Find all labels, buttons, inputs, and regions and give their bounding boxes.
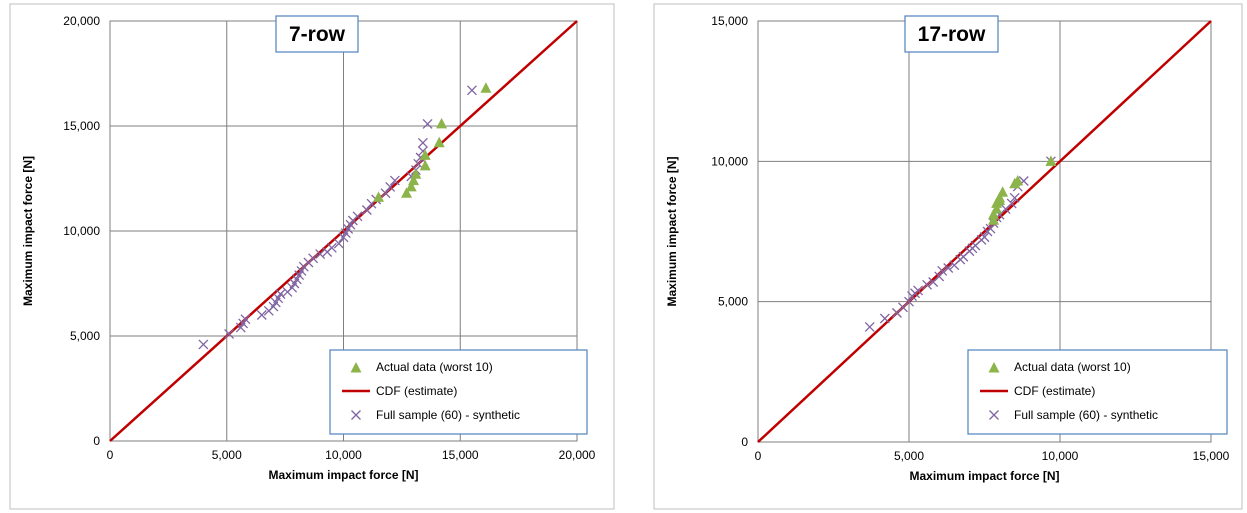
chart1-x-tick-label: 0 <box>107 448 114 462</box>
chart1-synthetic-point <box>256 310 267 320</box>
chart1-legend-label: CDF (estimate) <box>376 384 457 398</box>
chart1-x-axis-title: Maximum impact force [N] <box>268 468 418 482</box>
chart2-y-axis-title: Maximum impact force [N] <box>665 156 679 306</box>
chart-7-row: 0 5,000 10,000 15,000 20,000 0 5,000 10,000 15,0… <box>9 3 615 510</box>
chart1-legend-label: Full sample (60) - synthetic <box>376 408 520 422</box>
chart2-synthetic-point <box>1006 198 1017 209</box>
chart2-legend-x-icon <box>989 410 999 420</box>
chart2-y-tick-label: 15,000 <box>711 14 748 28</box>
chart1-synthetic-point <box>389 175 400 186</box>
chart2-synthetic-point <box>943 263 954 273</box>
chart1-synthetic-point <box>413 158 424 169</box>
chart1-synthetic-point <box>198 339 209 350</box>
chart1-synthetic-point <box>224 328 235 339</box>
chart1-x-tick-label: 15,000 <box>442 448 479 462</box>
chart2-synthetic-point <box>864 321 875 332</box>
chart1-y-tick-label: 15,000 <box>63 119 100 133</box>
chart1-actual-point <box>405 180 417 192</box>
chart2-synthetic-point <box>1009 192 1020 203</box>
chart2-synthetic-point <box>985 223 996 234</box>
chart2-synthetic-point <box>979 232 990 243</box>
chart2-synthetic-point <box>922 279 933 290</box>
chart2-synthetic-point <box>937 265 948 276</box>
chart1-actual-point <box>373 191 385 202</box>
chart1-y-tick-label: 10,000 <box>63 224 100 238</box>
chart2-synthetic-point <box>879 313 890 324</box>
chart1-synthetic-point <box>275 289 286 299</box>
chart1-actual-point <box>436 117 448 129</box>
chart2-legend-label: Actual data (worst 10) <box>1014 360 1131 374</box>
chart1-y-tick-label: 0 <box>93 434 100 448</box>
chart2-cdf-line <box>757 20 1212 443</box>
chart1-synthetic-point <box>315 249 326 260</box>
chart2-actual-point <box>997 186 1009 197</box>
chart1-title: 7-row <box>289 23 346 46</box>
chart1-synthetic-point <box>466 85 477 96</box>
chart2-actual-point <box>1045 155 1057 166</box>
chart1-title-box <box>275 15 359 53</box>
chart2-x-axis-title: Maximum impact force [N] <box>909 469 1059 483</box>
chart1-actual-point <box>419 149 431 160</box>
chart1-x-tick-label: 5,000 <box>212 448 242 462</box>
chart2-x-tick-label: 0 <box>755 449 762 463</box>
chart2-synthetic-point <box>934 271 945 282</box>
chart1-y-tick-label: 5,000 <box>70 329 100 343</box>
chart1-synthetic-point <box>422 118 433 129</box>
chart2-x-tick-label: 10,000 <box>1042 449 1079 463</box>
chart2-actual-point <box>991 203 1003 214</box>
chart2-actual-point <box>988 214 1000 225</box>
chart1-synthetic-point <box>361 205 372 215</box>
chart2-y-tick-label: 10,000 <box>711 154 748 168</box>
chart1-synthetic-point <box>240 314 251 325</box>
chart2-legend-label: Full sample (60) - synthetic <box>1014 408 1158 422</box>
chart2-actual-point <box>988 208 1000 220</box>
chart1-synthetic-point <box>326 242 337 253</box>
chart2-legend-label: CDF (estimate) <box>1014 384 1095 398</box>
chart1-actual-point <box>408 174 420 186</box>
chart1-synthetic-point <box>385 181 396 192</box>
chart1-actual-point <box>480 82 492 93</box>
chart1-actual-point <box>419 159 431 171</box>
chart2-legend-box <box>967 349 1228 435</box>
chart2-legend-triangle-icon <box>988 362 1000 373</box>
chart2-synthetic-point <box>904 296 914 307</box>
chart1-synthetic-point <box>352 211 363 222</box>
chart1-legend-box <box>329 349 588 435</box>
chart2-title: 17-row <box>918 23 986 46</box>
chart-panel-17-row: 0 5,000 10,000 15,000 0 5,000 10,000 15,000 Maxi… <box>652 0 1247 513</box>
chart2-actual-point <box>994 191 1006 203</box>
chart1-x-tick-label: 20,000 <box>559 448 596 462</box>
chart1-x-tick-label: 10,000 <box>325 448 362 462</box>
chart1-actual-point <box>433 136 445 148</box>
chart2-x-tick-label: 5,000 <box>894 449 924 463</box>
chart1-actual-point <box>410 168 422 179</box>
chart1-legend-x-icon <box>351 410 361 420</box>
chart2-title-box <box>904 15 999 53</box>
chart2-y-tick-label: 0 <box>741 435 748 449</box>
chart1-synthetic-point <box>308 253 319 264</box>
chart2-y-tick-label: 5,000 <box>718 295 748 309</box>
chart1-synthetic-point <box>333 238 344 249</box>
chart2-actual-point <box>1012 174 1024 186</box>
chart2-x-tick-label: 15,000 <box>1193 449 1230 463</box>
chart-panel-7-row: 0 5,000 10,000 15,000 20,000 0 5,000 10,000 15,0… <box>0 0 620 513</box>
chart1-y-tick-label: 20,000 <box>63 14 100 28</box>
chart2-synthetic-point <box>913 285 924 296</box>
chart1-synthetic-point <box>380 188 391 199</box>
chart1-synthetic-point <box>417 137 428 148</box>
chart1-legend-label: Actual data (worst 10) <box>376 360 493 374</box>
chart1-actual-point <box>401 187 413 198</box>
chart-17-row: 0 5,000 10,000 15,000 0 5,000 10,000 15,000 Maxi… <box>653 3 1243 510</box>
chart1-y-axis-title: Maximum impact force [N] <box>21 156 35 306</box>
chart1-legend-triangle-icon <box>350 362 362 373</box>
